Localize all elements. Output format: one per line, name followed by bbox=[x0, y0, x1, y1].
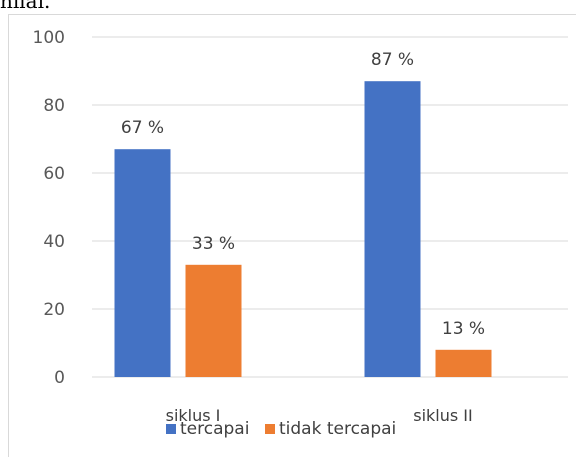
data-label: 33 % bbox=[192, 234, 235, 254]
y-tick-label: 60 bbox=[43, 164, 65, 184]
bar bbox=[114, 149, 171, 377]
chart-frame bbox=[8, 14, 576, 457]
legend-swatch bbox=[166, 424, 176, 434]
y-tick-label: 20 bbox=[43, 300, 65, 320]
category-label: siklus I bbox=[166, 406, 221, 425]
data-label: 67 % bbox=[121, 118, 164, 138]
category-label: siklus II bbox=[413, 406, 473, 425]
y-tick-label: 0 bbox=[54, 368, 65, 388]
data-label: 87 % bbox=[371, 50, 414, 70]
legend-label: tercapai bbox=[180, 419, 249, 439]
legend-label: tidak tercapai bbox=[279, 419, 396, 439]
legend-swatch bbox=[265, 424, 275, 434]
y-tick-label: 40 bbox=[43, 232, 65, 252]
cropped-caption: nilai. bbox=[0, 0, 576, 14]
data-label: 13 % bbox=[442, 319, 485, 339]
y-tick-label: 80 bbox=[43, 96, 65, 116]
bar bbox=[185, 264, 242, 377]
y-tick-label: 100 bbox=[33, 28, 65, 48]
bar bbox=[435, 349, 492, 377]
bar bbox=[364, 81, 421, 377]
caption-fragment: nilai. bbox=[0, 0, 51, 13]
